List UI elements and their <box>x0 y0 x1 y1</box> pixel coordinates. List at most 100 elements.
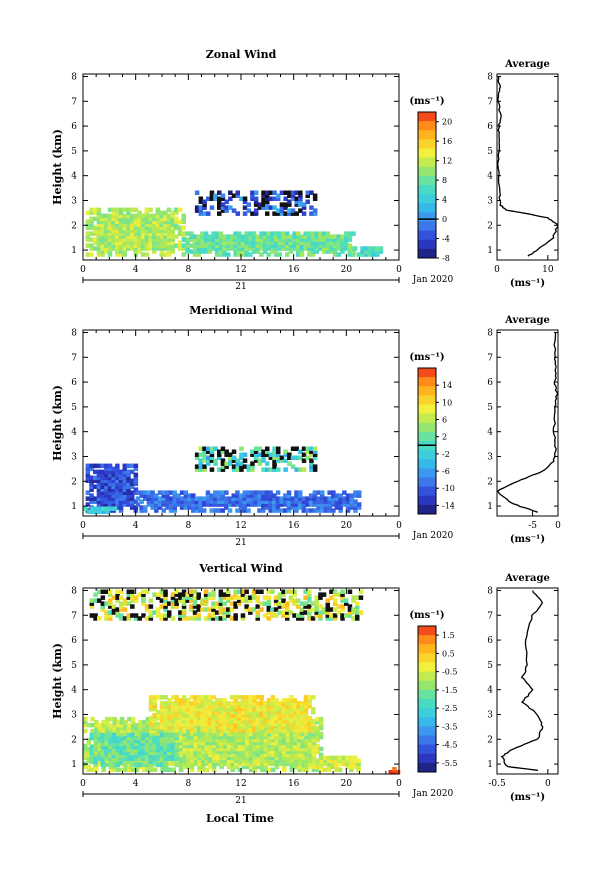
data-cell <box>156 724 161 730</box>
data-cell <box>309 458 314 463</box>
data-cell <box>156 710 161 715</box>
data-cell <box>395 770 401 775</box>
data-cell <box>257 458 263 463</box>
y-tick-label: 8 <box>71 328 77 338</box>
data-cell <box>155 753 161 759</box>
data-cell <box>347 243 353 248</box>
data-cell <box>234 734 239 740</box>
data-cell <box>235 493 240 498</box>
data-cell <box>220 446 226 451</box>
data-cell <box>144 225 150 230</box>
data-cell <box>310 237 316 242</box>
data-cell <box>292 240 297 245</box>
data-cell <box>242 458 248 463</box>
data-cell <box>270 710 275 715</box>
data-cell <box>198 196 204 201</box>
data-cell <box>104 753 109 759</box>
colorbar-cell <box>418 413 436 424</box>
data-cell <box>86 767 92 772</box>
data-cell <box>222 715 228 721</box>
data-cell <box>201 752 206 758</box>
data-cell <box>166 216 172 222</box>
data-cell <box>237 249 242 254</box>
data-cell <box>294 196 299 201</box>
data-cell <box>242 464 248 469</box>
data-cell <box>245 752 250 758</box>
data-cell <box>96 478 102 483</box>
data-cell <box>104 616 109 621</box>
data-cell <box>330 755 335 761</box>
data-cell <box>242 199 248 204</box>
data-cell <box>100 228 105 233</box>
data-cell <box>245 743 250 749</box>
data-cell <box>197 752 202 758</box>
data-cell <box>364 252 369 257</box>
colorbar-tick-label: -5.5 <box>442 759 457 768</box>
data-cell <box>137 738 142 744</box>
data-cell <box>182 758 187 764</box>
data-cell <box>251 243 257 248</box>
data-cell <box>356 761 361 767</box>
data-cell <box>244 246 249 251</box>
data-cell <box>141 753 146 759</box>
data-cell <box>93 207 98 213</box>
data-cell <box>174 701 180 706</box>
data-cell <box>224 505 229 510</box>
data-cell <box>213 461 218 466</box>
data-cell <box>215 755 221 761</box>
data-cell <box>159 756 165 762</box>
data-cell <box>163 735 168 741</box>
data-cell <box>139 493 144 498</box>
data-cell <box>191 493 196 498</box>
data-cell <box>340 616 345 621</box>
y-axis-label: Height (km) <box>51 385 64 461</box>
data-cell <box>274 721 279 727</box>
data-cell <box>285 743 291 749</box>
data-cell <box>296 749 302 755</box>
data-cell <box>133 243 139 248</box>
data-cell <box>207 727 213 733</box>
data-cell <box>314 246 319 251</box>
data-cell <box>305 502 310 507</box>
data-cell <box>256 731 261 737</box>
data-cell <box>163 613 168 618</box>
data-cell <box>159 735 165 741</box>
data-cell <box>130 725 136 731</box>
data-cell <box>126 601 131 606</box>
data-cell <box>96 243 102 248</box>
data-cell <box>336 592 342 597</box>
data-cell <box>288 249 294 254</box>
data-cell <box>341 758 347 764</box>
data-cell <box>89 207 94 213</box>
data-cell <box>126 243 131 248</box>
data-cell <box>178 737 184 743</box>
data-cell <box>142 728 147 734</box>
data-cell <box>245 740 250 746</box>
data-cell <box>101 506 106 511</box>
data-cell <box>213 446 218 451</box>
data-cell <box>288 713 294 718</box>
data-cell <box>257 493 262 498</box>
data-cell <box>163 741 168 747</box>
data-cell <box>337 758 343 764</box>
data-cell <box>274 734 280 740</box>
data-cell <box>212 746 217 752</box>
data-cell <box>266 718 272 724</box>
data-cell <box>203 589 209 594</box>
data-cell <box>268 467 274 472</box>
data-cell <box>96 213 102 219</box>
data-cell <box>237 718 242 724</box>
data-cell <box>159 710 165 715</box>
data-cell <box>107 237 113 242</box>
data-cell <box>265 467 270 472</box>
data-cell <box>334 505 340 510</box>
data-cell <box>174 704 180 709</box>
data-cell <box>204 695 209 700</box>
data-cell <box>85 219 91 224</box>
data-cell <box>119 747 124 753</box>
data-cell <box>167 713 172 718</box>
data-cell <box>174 753 179 759</box>
data-cell <box>307 237 312 242</box>
data-cell <box>186 743 191 749</box>
data-cell <box>217 455 222 460</box>
